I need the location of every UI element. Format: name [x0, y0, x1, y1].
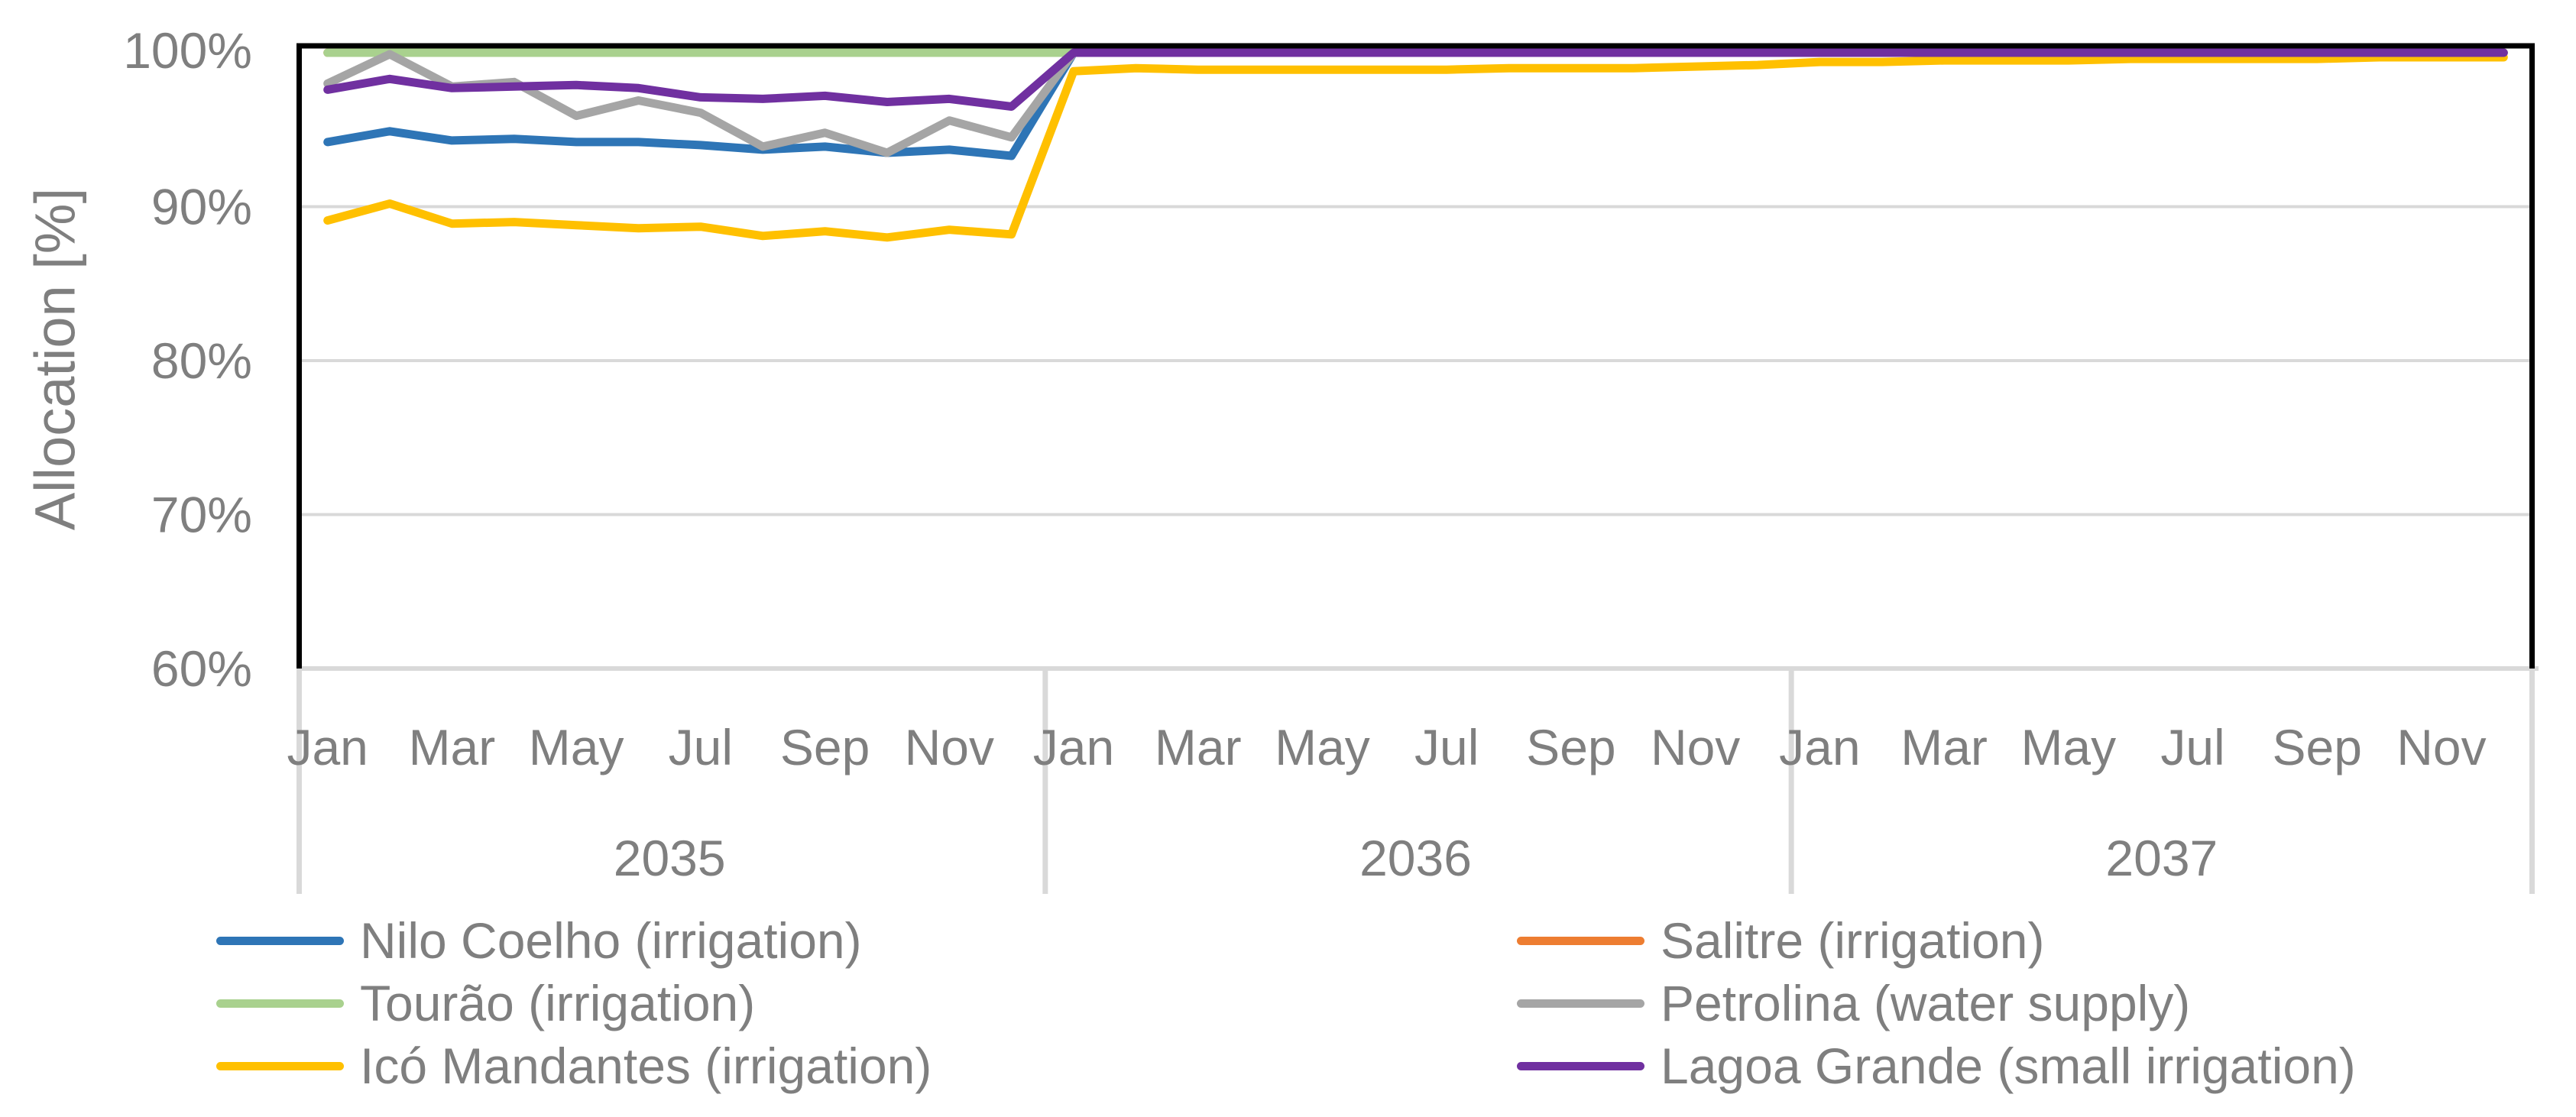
legend-swatch	[1517, 999, 1644, 1008]
x-tick-label: Nov	[2396, 719, 2486, 775]
x-tick-label: May	[1275, 719, 1370, 775]
y-tick-label: 60%	[151, 640, 252, 697]
plot-border	[296, 43, 2535, 669]
legend-label: Tourão (irrigation)	[360, 975, 756, 1031]
legend-label: Nilo Coelho (irrigation)	[360, 912, 862, 969]
legend-item: Lagoa Grande (small irrigation)	[1517, 1034, 2356, 1098]
plot-border-line	[296, 43, 2535, 669]
legend-swatch	[1517, 1061, 1644, 1070]
x-tick-label: Sep	[2273, 719, 2362, 775]
y-axis-title: Allocation [%]	[23, 187, 87, 531]
gridlines	[296, 205, 2535, 516]
y-tick-label: 100%	[123, 22, 252, 79]
x-tick-label: Mar	[409, 719, 496, 775]
legend-item: Icó Mandantes (irrigation)	[216, 1034, 932, 1098]
legend-label: Petrolina (water supply)	[1661, 975, 2191, 1031]
x-tick-label: Mar	[1155, 719, 1242, 775]
x-tick-label: Sep	[1526, 719, 1615, 775]
series-lines	[323, 48, 2508, 242]
x-tick-label: Jan	[1779, 719, 1860, 775]
x-tick-label: Mar	[1900, 719, 1988, 775]
legend-swatch	[216, 999, 344, 1008]
legend-item: Nilo Coelho (irrigation)	[216, 908, 862, 973]
series-line-5	[323, 48, 2508, 111]
y-tick-label: 70%	[151, 487, 252, 543]
legend-swatch	[216, 1061, 344, 1070]
y-tick-label: 80%	[151, 332, 252, 389]
x-tick-label: Nov	[1651, 719, 1740, 775]
x-tick-label: May	[529, 719, 624, 775]
legend-item: Petrolina (water supply)	[1517, 971, 2190, 1035]
legend-label: Lagoa Grande (small irrigation)	[1661, 1038, 2356, 1094]
legend-label: Icó Mandantes (irrigation)	[360, 1038, 932, 1094]
x-tick-label: Jul	[2160, 719, 2224, 775]
series-line-4	[323, 53, 2508, 242]
x-axis	[296, 666, 2539, 894]
year-label: 2037	[2105, 830, 2218, 886]
x-tick-label: Jan	[287, 719, 368, 775]
legend-item: Salitre (irrigation)	[1517, 908, 2044, 973]
legend-label: Salitre (irrigation)	[1661, 912, 2045, 969]
y-tick-label: 90%	[151, 179, 252, 235]
year-label: 2035	[614, 830, 726, 886]
x-tick-label: Sep	[780, 719, 870, 775]
legend-item: Tourão (irrigation)	[216, 971, 755, 1035]
x-tick-label: Jul	[1414, 719, 1479, 775]
year-label: 2036	[1359, 830, 1472, 886]
legend-swatch	[1517, 936, 1644, 945]
legend-swatch	[216, 936, 344, 945]
x-tick-label: May	[2020, 719, 2116, 775]
x-tick-label: Nov	[905, 719, 994, 775]
x-tick-label: Jan	[1033, 719, 1114, 775]
axis-labels: 100% 90% 80% 70% 60% Jan Mar May Jul Sep Nov 2035 Ja…	[123, 22, 2486, 886]
x-tick-label: Jul	[669, 719, 733, 775]
